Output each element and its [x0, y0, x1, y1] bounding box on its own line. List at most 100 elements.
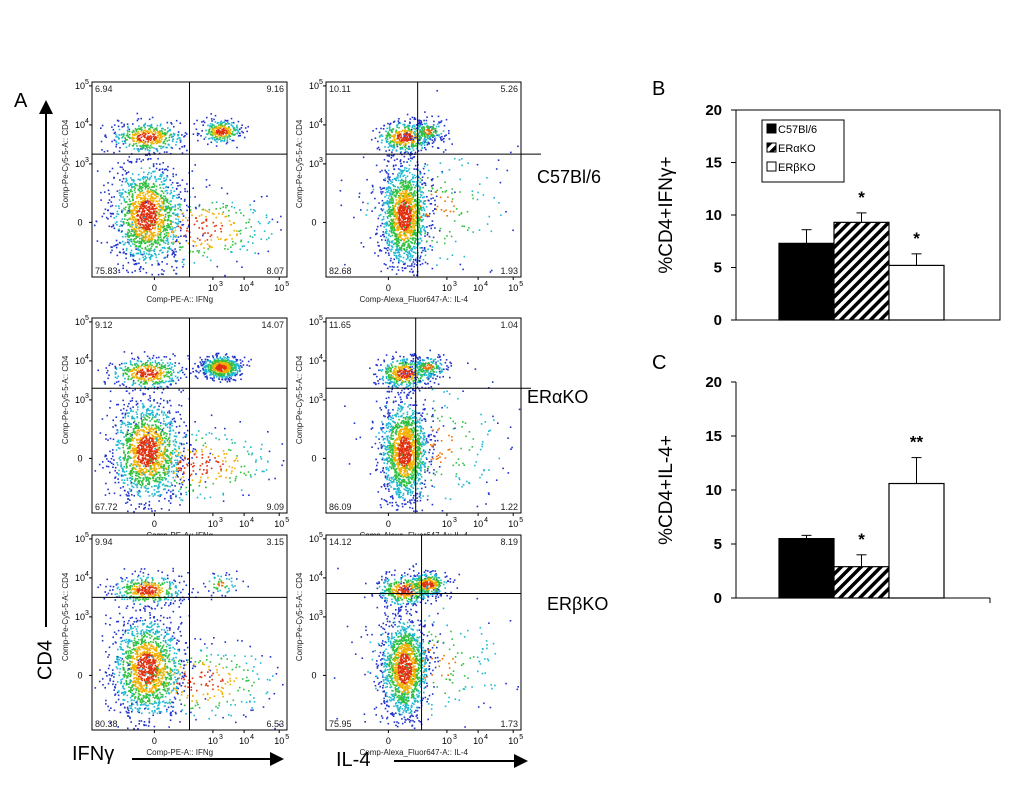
flow-y-tick-exponent: 5 [85, 79, 89, 86]
quadrant-percentage: 11.65 [329, 320, 351, 330]
flow-x-tick-exponent: 4 [250, 281, 254, 288]
ifng-axis-label: IFNγ [72, 743, 115, 765]
flow-x-tick-label: 10 [442, 519, 452, 529]
ifng-axis-arrowhead [270, 752, 284, 766]
flow-y-tick-label: 10 [75, 159, 85, 169]
flow-x-tick-label: 10 [473, 519, 483, 529]
ifng-axis-line [132, 758, 272, 760]
il4-axis-arrowhead [514, 754, 528, 768]
quadrant-percentage: 86.09 [329, 502, 352, 512]
flow-dots [344, 349, 521, 512]
flow-y-axis-label: Comp-Pe-Cy5-5-A:: CD4 [295, 572, 304, 661]
flow-x-tick-label: 10 [442, 283, 452, 293]
flow-dots [339, 90, 519, 276]
il4-axis-line [394, 760, 516, 762]
bar-2 [833, 221, 890, 321]
legend-swatch [766, 123, 777, 134]
y-tick-label: 15 [705, 428, 722, 445]
y-tick-label: 10 [705, 207, 722, 224]
bar-3 [888, 264, 945, 321]
flow-x-tick-exponent: 4 [250, 517, 254, 524]
quadrant-percentage: 75.95 [329, 719, 352, 729]
bar-chart-b: 0 5 10 15 20 %CD4+IFNγ+ * * C57Bl/6 ERαKO ERβKO [656, 102, 1001, 329]
strain-label-erbetako: ERβKO [547, 594, 609, 614]
flow-y-tick-exponent: 4 [319, 571, 323, 578]
il4-axis-label: IL-4 [336, 749, 371, 771]
flow-x-tick-label: 10 [274, 519, 284, 529]
flow-y-tick-label: 10 [309, 573, 319, 583]
quadrant-percentage: 6.53 [266, 719, 284, 729]
flow-x-tick-label: 10 [239, 283, 249, 293]
flow-x-tick-label: 10 [508, 283, 518, 293]
flow-y-tick-exponent: 4 [319, 354, 323, 361]
y-tick-label: 5 [714, 260, 722, 277]
quadrant-percentage: 3.15 [266, 537, 284, 547]
flow-x-tick-exponent: 3 [453, 517, 457, 524]
flow-x-tick-label: 0 [386, 736, 391, 746]
flow-x-tick-exponent: 4 [484, 281, 488, 288]
flow-y-tick-label: 10 [75, 356, 85, 366]
flow-x-tick-exponent: 3 [219, 734, 223, 741]
flow-x-axis-label: Comp-PE-A:: IFNg [146, 748, 213, 757]
flow-y-axis-label: Comp-Pe-Cy5-5-A:: CD4 [61, 572, 70, 661]
significance-marker: * [858, 188, 865, 207]
flow-x-tick-exponent: 4 [484, 734, 488, 741]
quadrant-percentage: 1.73 [500, 719, 518, 729]
flow-x-tick-label: 10 [508, 736, 518, 746]
y-tick-label: 20 [705, 374, 722, 391]
flow-x-tick-exponent: 5 [285, 734, 289, 741]
flow-y-tick-label: 10 [75, 612, 85, 622]
quadrant-percentage: 10.11 [329, 84, 351, 94]
legend-label: C57Bl/6 [778, 124, 817, 136]
flow-y-axis-label: Comp-Pe-Cy5-5-A:: CD4 [295, 355, 304, 444]
quadrant-percentage: 1.22 [500, 502, 518, 512]
quadrant-percentage: 14.07 [261, 320, 284, 330]
flow-x-tick-label: 0 [152, 283, 157, 293]
flow-y-tick-exponent: 5 [319, 315, 323, 322]
flow-y-tick-label: 10 [309, 159, 319, 169]
flow-y-axis-label: Comp-Pe-Cy5-5-A:: CD4 [61, 119, 70, 208]
quadrant-percentage: 82.68 [329, 266, 352, 276]
strain-label-c57bl6: C57Bl/6 [537, 167, 602, 187]
flow-y-tick-label: 0 [77, 217, 82, 227]
flow-x-tick-label: 0 [386, 519, 391, 529]
y-tick-label: 15 [705, 155, 722, 172]
flow-x-tick-label: 0 [152, 736, 157, 746]
flow-y-tick-label: 10 [75, 395, 85, 405]
panel-label-c: C [652, 352, 667, 374]
legend-swatch [766, 161, 777, 172]
quadrant-percentage: 75.83 [95, 266, 118, 276]
flow-x-tick-exponent: 5 [285, 517, 289, 524]
cd4-axis-arrowhead [39, 100, 53, 114]
flow-y-tick-label: 10 [309, 612, 319, 622]
flow-y-tick-label: 10 [75, 573, 85, 583]
quadrant-percentage: 1.04 [500, 320, 518, 330]
flow-x-tick-label: 10 [208, 283, 218, 293]
flow-y-tick-exponent: 5 [85, 315, 89, 322]
flow-y-tick-exponent: 3 [85, 610, 89, 617]
legend-label: ERβKO [778, 162, 816, 174]
flow-y-tick-label: 10 [309, 120, 319, 130]
flow-y-tick-label: 0 [311, 217, 316, 227]
flow-plot-frame [325, 81, 522, 278]
quadrant-percentage: 6.94 [95, 84, 113, 94]
flow-y-tick-exponent: 4 [85, 118, 89, 125]
flow-x-tick-label: 0 [386, 283, 391, 293]
flow-y-tick-label: 10 [309, 395, 319, 405]
flow-x-tick-label: 10 [239, 736, 249, 746]
significance-marker: * [913, 229, 920, 248]
flow-x-axis-label: Comp-Alexa_Fluor647-A:: IL-4 [360, 295, 469, 304]
quadrant-percentage: 9.94 [95, 537, 113, 547]
flow-x-tick-label: 10 [208, 736, 218, 746]
flow-y-tick-exponent: 4 [85, 354, 89, 361]
flow-y-tick-exponent: 5 [319, 532, 323, 539]
y-tick-label: 10 [705, 482, 722, 499]
strain-label-eralphako: ERαKO [527, 387, 589, 407]
